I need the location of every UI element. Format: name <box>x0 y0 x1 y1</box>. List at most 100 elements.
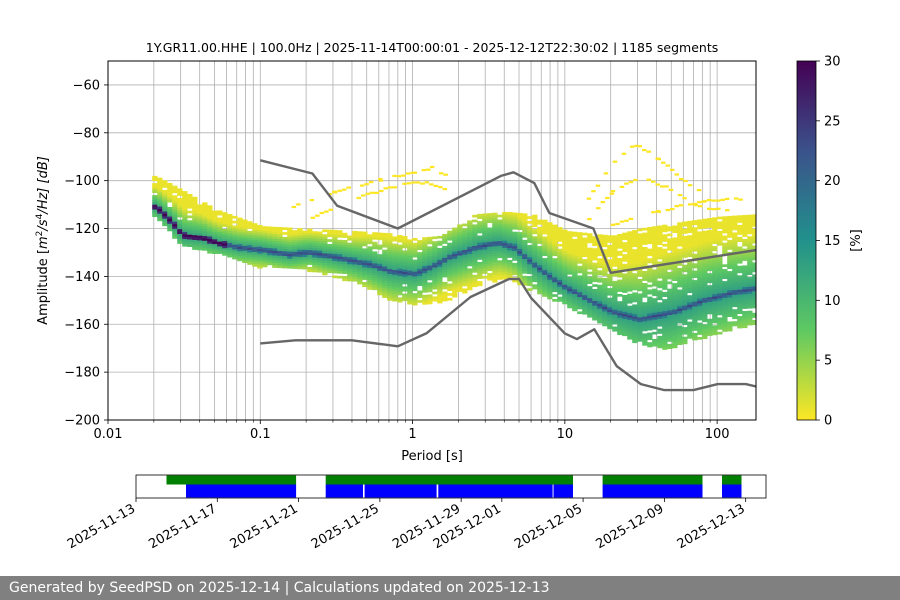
heatmap-cell <box>622 285 628 289</box>
heatmap-cell <box>662 347 668 350</box>
heatmap-cell <box>272 241 278 244</box>
heatmap-cell <box>602 282 608 286</box>
heatmap-cell <box>537 234 543 237</box>
heatmap-cell <box>307 243 313 246</box>
heatmap-cell <box>537 291 543 295</box>
heatmap-cell <box>662 248 668 252</box>
heatmap-cell <box>647 277 653 281</box>
heatmap-cell <box>267 228 273 232</box>
heatmap-cell <box>537 236 543 240</box>
date-axis-ticks: 2025-11-13 2025-11-17 2025-11-21 2025-11-25… <box>65 498 748 552</box>
heatmap-cell <box>712 224 718 228</box>
heatmap-cell <box>627 281 633 285</box>
heatmap-cell <box>447 261 453 265</box>
heatmap-cell <box>432 246 438 249</box>
heatmap-cell <box>602 292 608 296</box>
heatmap-cell <box>752 286 756 290</box>
heatmap-cell <box>737 232 743 235</box>
heatmap-cell <box>372 277 378 281</box>
heatmap-cell <box>572 272 578 276</box>
heatmap-cell <box>442 253 448 256</box>
heatmap-cell <box>432 286 438 290</box>
heatmap-cell <box>642 311 648 315</box>
heatmap-cell <box>327 251 333 254</box>
heatmap-cell <box>642 275 648 279</box>
y-tick-label: −180 <box>64 366 100 381</box>
heatmap-cell <box>572 298 578 302</box>
heatmap-cell <box>572 241 578 244</box>
heatmap-cell <box>687 304 693 308</box>
heatmap-cell <box>652 315 658 318</box>
heatmap-cell <box>677 303 683 307</box>
heatmap-cell <box>687 252 693 255</box>
heatmap-cell <box>392 262 398 266</box>
heatmap-cell <box>707 254 713 257</box>
heatmap-cell <box>562 246 568 250</box>
heatmap-cell <box>672 326 678 329</box>
heatmap-cell <box>717 235 723 239</box>
heatmap-cell <box>522 239 528 243</box>
heatmap-cell <box>512 246 518 249</box>
heatmap-cell <box>672 239 678 243</box>
heatmap-cell <box>667 334 673 337</box>
heatmap-cell <box>642 309 648 313</box>
heatmap-cell <box>647 327 653 331</box>
heatmap-cell <box>422 263 428 267</box>
heatmap-cell <box>507 252 513 256</box>
heatmap-cell <box>567 248 573 251</box>
heatmap-cell <box>362 250 368 254</box>
heatmap-cell <box>492 212 498 216</box>
heatmap-cell <box>382 232 388 236</box>
heatmap-cell <box>592 313 598 316</box>
heatmap-cell <box>237 253 243 257</box>
heatmap-cell <box>182 241 188 245</box>
x-axis-ticks: 0.01 0.1 1 10 100 <box>94 420 730 442</box>
heatmap-cell <box>517 253 523 257</box>
heatmap-cell <box>717 293 723 297</box>
heatmap-cell <box>462 240 468 244</box>
heatmap-cell <box>747 269 753 273</box>
heatmap-cell <box>667 303 673 306</box>
heatmap-cell <box>432 274 438 278</box>
heatmap-cell <box>367 277 373 281</box>
heatmap-cell <box>672 335 678 339</box>
heatmap-cell <box>472 238 478 242</box>
heatmap-cell <box>692 265 698 269</box>
heatmap-cell <box>572 253 578 256</box>
heatmap-cell <box>207 248 213 252</box>
heatmap-cell <box>482 268 488 272</box>
heatmap-cell <box>427 241 433 245</box>
heatmap-cell <box>652 245 658 249</box>
heatmap-cell <box>162 185 168 188</box>
heatmap-cell <box>492 251 498 254</box>
heatmap-cell <box>562 244 568 247</box>
heatmap-cell <box>592 250 598 254</box>
heatmap-cell <box>662 308 668 312</box>
heatmap-cell <box>427 277 433 281</box>
heatmap-cell <box>552 265 558 269</box>
y-tick-label: −60 <box>73 78 100 93</box>
heatmap-cell <box>717 303 723 306</box>
heatmap-cell <box>732 285 738 288</box>
heatmap-cell <box>662 255 668 259</box>
heatmap-cell <box>737 284 743 288</box>
heatmap-cell <box>742 243 748 247</box>
heatmap-cell <box>597 253 603 257</box>
heatmap-cell <box>492 258 498 261</box>
availability-blue-segment <box>553 484 573 498</box>
heatmap-cell <box>627 315 633 318</box>
heatmap-cell <box>397 254 403 257</box>
heatmap-cell <box>707 244 713 248</box>
heatmap-cell <box>682 286 688 289</box>
heatmap-cell <box>752 257 756 261</box>
heatmap-cell <box>557 258 563 261</box>
heatmap-cell <box>737 301 743 305</box>
heatmap-cell <box>647 325 653 329</box>
heatmap-cell <box>677 313 683 317</box>
heatmap-cell <box>602 278 608 281</box>
heatmap-cell <box>552 248 558 252</box>
heatmap-cell <box>437 271 443 275</box>
heatmap-cell <box>597 289 603 293</box>
heatmap-cell <box>392 260 398 264</box>
